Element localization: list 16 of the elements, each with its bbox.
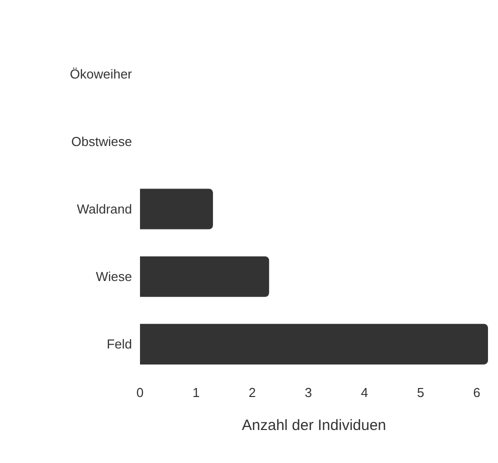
x-tick-label: 3 [304, 385, 312, 400]
bar [140, 324, 488, 364]
bar [140, 188, 213, 230]
x-tick-label: 5 [417, 385, 424, 400]
x-axis-title: Anzahl der Individuen [242, 417, 386, 434]
x-tick-label: 1 [192, 385, 200, 400]
y-tick-label: Feld [106, 336, 132, 352]
y-tick-label: Obstwiese [71, 134, 132, 149]
x-tick-label: 6 [473, 385, 480, 400]
x-tick-label: 2 [248, 385, 256, 400]
x-tick-label: 0 [136, 385, 144, 400]
x-tick-label: 4 [360, 385, 368, 400]
y-tick-label: Wiese [96, 269, 132, 284]
y-tick-label: Ökoweiher [70, 66, 133, 82]
y-tick-label: Waldrand [76, 202, 132, 216]
bar [140, 256, 270, 297]
